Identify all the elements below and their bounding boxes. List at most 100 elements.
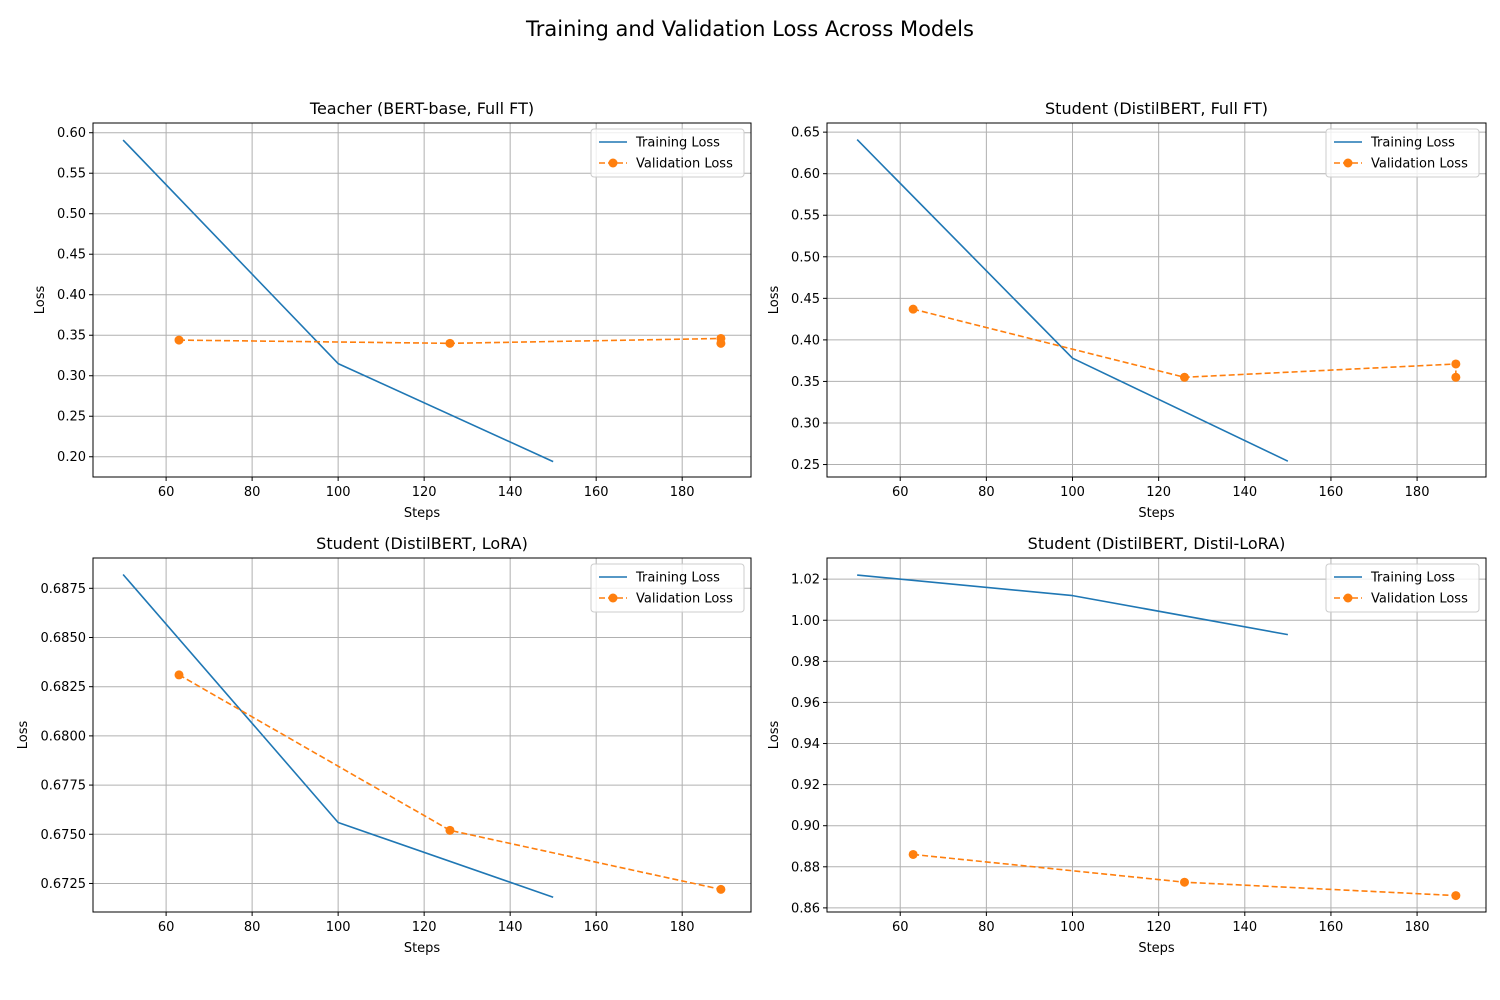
- axes-frame: [826, 557, 1487, 913]
- y-tick-label: 0.30: [57, 369, 86, 384]
- x-tick-label: 60: [892, 485, 909, 500]
- legend-validation-marker: [608, 593, 618, 603]
- y-tick-label: 0.50: [57, 207, 86, 222]
- y-tick-label: 0.6800: [41, 729, 87, 744]
- x-tick-label: 140: [498, 485, 523, 500]
- legend-validation-marker: [1343, 158, 1353, 168]
- y-tick-label: 0.35: [791, 375, 820, 390]
- plot-area: [827, 558, 1486, 912]
- legend: Training Loss Validation Loss: [1325, 563, 1480, 613]
- x-axis-label: Steps: [1138, 941, 1175, 956]
- validation-loss-point: [716, 338, 726, 348]
- y-axis-label: Loss: [767, 286, 782, 315]
- x-tick-label: 80: [244, 485, 261, 500]
- x-tick-label: 60: [158, 920, 175, 935]
- legend-label: Training Loss: [635, 571, 720, 586]
- axes-frame: [92, 557, 752, 913]
- panel-title: Student (DistilBERT, Distil-LoRA): [1028, 534, 1286, 553]
- y-axis-label: Loss: [33, 286, 48, 315]
- x-tick-label: 160: [584, 920, 609, 935]
- y-tick-label: 0.55: [791, 209, 820, 224]
- legend-label: Training Loss: [1370, 136, 1455, 151]
- y-tick-label: 0.55: [57, 167, 86, 182]
- x-tick-label: 140: [1232, 485, 1257, 500]
- validation-loss-point: [1179, 372, 1189, 382]
- validation-loss-point: [716, 884, 726, 894]
- y-tick-label: 0.6875: [41, 582, 87, 597]
- axes-frame: [826, 122, 1487, 478]
- y-tick-label: 0.25: [57, 410, 86, 425]
- legend: Training Loss Validation Loss: [590, 128, 745, 178]
- y-tick-label: 0.6750: [41, 828, 87, 843]
- x-tick-label: 100: [326, 920, 351, 935]
- legend-validation-marker: [1343, 593, 1353, 603]
- axes-frame: [92, 122, 752, 478]
- legend-box: [1325, 128, 1480, 178]
- y-tick-label: 0.50: [791, 250, 820, 265]
- y-tick-label: 0.20: [57, 450, 86, 465]
- legend-label: Validation Loss: [1371, 592, 1468, 607]
- x-tick-label: 80: [978, 485, 995, 500]
- y-tick-label: 0.94: [791, 737, 820, 752]
- grid-lines: [827, 123, 1486, 477]
- plot-area: [827, 123, 1486, 477]
- y-tick-label: 1.00: [791, 614, 820, 629]
- y-tick-label: 0.40: [791, 333, 820, 348]
- x-tick-label: 120: [1146, 485, 1171, 500]
- plot-area: [93, 558, 751, 912]
- y-tick-label: 0.6825: [41, 680, 87, 695]
- grid-lines: [93, 123, 751, 477]
- figure-title: Training and Validation Loss Across Mode…: [525, 17, 974, 41]
- validation-loss-line: [178, 674, 722, 891]
- panel-1: 60 80 100 120 140 160 180 0.20 0.25 0.30 0.35 0.40 0…: [33, 99, 752, 521]
- validation-loss-point: [908, 849, 918, 859]
- validation-loss-point: [445, 825, 455, 835]
- y-tick-label: 0.92: [791, 778, 820, 793]
- legend-label: Validation Loss: [1371, 157, 1468, 172]
- x-tick-label: 180: [670, 920, 695, 935]
- y-tick-label: 0.45: [791, 292, 820, 307]
- x-tick-label: 140: [498, 920, 523, 935]
- panel-title: Student (DistilBERT, Full FT): [1045, 99, 1268, 118]
- x-axis-label: Steps: [404, 941, 441, 956]
- panel-2: 60 80 100 120 140 160 180 0.25 0.30 0.35 0.40 0.45 0…: [767, 99, 1487, 521]
- y-tick-label: 0.60: [791, 167, 820, 182]
- x-axis-label: Steps: [404, 506, 441, 521]
- y-tick-label: 0.35: [57, 329, 86, 344]
- validation-loss-point: [445, 338, 455, 348]
- validation-loss-point: [1451, 372, 1461, 382]
- validation-loss-point: [174, 335, 184, 345]
- y-axis-label: Loss: [767, 721, 782, 750]
- x-tick-label: 80: [244, 920, 261, 935]
- legend: Training Loss Validation Loss: [590, 563, 745, 613]
- legend-label: Validation Loss: [636, 592, 733, 607]
- y-tick-label: 0.90: [791, 819, 820, 834]
- x-tick-label: 100: [1060, 920, 1085, 935]
- x-axis-label: Steps: [1138, 506, 1175, 521]
- training-loss-line: [856, 139, 1289, 462]
- legend-box: [590, 128, 745, 178]
- validation-loss-point: [1179, 877, 1189, 887]
- validation-loss-point: [174, 670, 184, 680]
- legend-label: Training Loss: [635, 136, 720, 151]
- x-tick-label: 80: [978, 920, 995, 935]
- y-tick-label: 0.98: [791, 655, 820, 670]
- y-axis-label: Loss: [16, 721, 31, 750]
- x-tick-label: 60: [158, 485, 175, 500]
- legend-box: [1325, 563, 1480, 613]
- x-tick-label: 120: [412, 920, 437, 935]
- y-tick-label: 0.6850: [41, 631, 87, 646]
- panel-3: 60 80 100 120 140 160 180 0.6725 0.6750 0.6775 0.6…: [16, 534, 752, 956]
- panel-title: Student (DistilBERT, LoRA): [316, 534, 528, 553]
- panel-4: 60 80 100 120 140 160 180 0.86 0.88 0.90 0.92 0.94 0…: [767, 534, 1487, 956]
- validation-loss-point: [1451, 891, 1461, 901]
- training-loss-line: [122, 574, 554, 898]
- training-loss-line: [122, 139, 554, 463]
- y-tick-label: 0.65: [791, 126, 820, 141]
- x-tick-label: 160: [584, 485, 609, 500]
- y-tick-label: 0.96: [791, 696, 820, 711]
- x-tick-label: 160: [1319, 485, 1344, 500]
- x-tick-label: 140: [1232, 920, 1257, 935]
- y-tick-label: 0.6725: [41, 877, 87, 892]
